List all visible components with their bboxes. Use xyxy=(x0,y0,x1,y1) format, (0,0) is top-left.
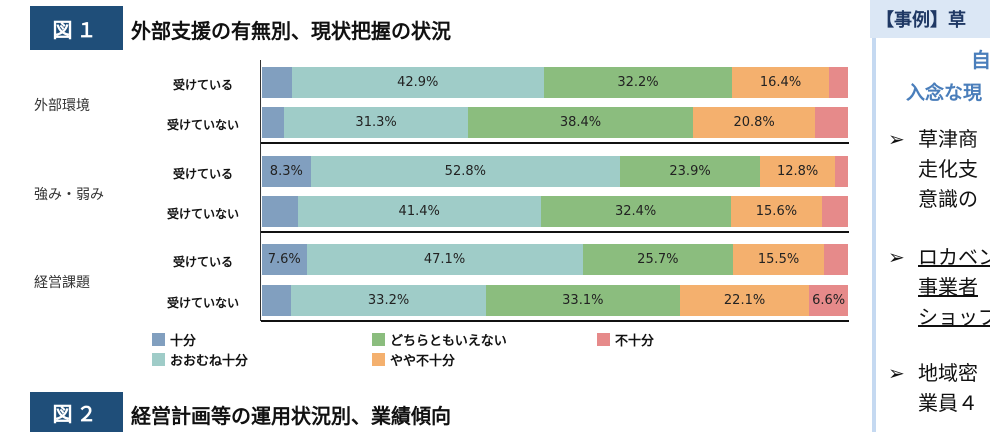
bar-segment-どちらともいえない: 25.7% xyxy=(582,244,734,275)
row-label: 受けていない xyxy=(166,296,239,310)
legend-swatch xyxy=(372,353,385,366)
figure-1-badge: 図１ xyxy=(30,6,123,50)
bar-segment-不十分 xyxy=(815,107,848,138)
bullet-line: ➢ ロカベン xyxy=(888,242,990,272)
group-label: 強み・弱み xyxy=(34,187,104,203)
group-label: 経営課題 xyxy=(34,275,90,291)
row-label: 受けている xyxy=(172,255,233,269)
bar-segment-やや不十分: 12.8% xyxy=(760,156,836,187)
arrowhead-bullet-icon: ➢ xyxy=(888,361,905,385)
bar-segment-十分 xyxy=(262,285,292,316)
row-label: 受けている xyxy=(172,167,233,181)
group-separator xyxy=(261,231,849,233)
bar-segment-どちらともいえない: 32.2% xyxy=(543,67,733,98)
bar-segment-十分 xyxy=(262,107,285,138)
bullet-line: ➢ 地域密 xyxy=(888,358,978,388)
legend-label: やや不十分 xyxy=(390,354,456,369)
figure-2-title: 経営計画等の運用状況別、業績傾向 xyxy=(131,404,451,428)
case-heading-2: 入念な現 xyxy=(906,82,983,104)
bar-segment-不十分 xyxy=(823,244,848,275)
case-bullet: ➢ 地域密業員４ xyxy=(888,358,978,418)
bullet-line: 走化支 xyxy=(918,157,978,181)
legend-item: 不十分 xyxy=(597,330,654,349)
group-label: 外部環境 xyxy=(34,98,90,114)
legend-item: 十分 xyxy=(152,330,196,349)
bar-segment-どちらともいえない: 38.4% xyxy=(467,107,694,138)
bullet-line: 事業者 xyxy=(918,275,978,299)
legend-swatch xyxy=(372,333,385,346)
legend-label: 不十分 xyxy=(615,334,655,349)
bar-segment-十分 xyxy=(262,196,298,227)
case-bullet: ➢ 草津商走化支意識の xyxy=(888,124,978,214)
bar-segment-おおむね十分: 31.3% xyxy=(284,107,468,138)
bullet-line: 意識の xyxy=(918,187,978,211)
arrowhead-bullet-icon: ➢ xyxy=(888,245,905,269)
legend-item: やや不十分 xyxy=(372,350,455,369)
legend-swatch xyxy=(152,333,165,346)
bar-segment-やや不十分: 15.5% xyxy=(733,244,824,275)
arrowhead-bullet-icon: ➢ xyxy=(888,127,905,151)
legend-swatch xyxy=(152,353,165,366)
figure-2-badge: 図２ xyxy=(30,392,123,432)
bar-segment-不十分 xyxy=(828,67,848,98)
bar-segment-十分: 7.6% xyxy=(262,244,307,275)
row-label: 受けていない xyxy=(166,118,239,132)
bar-segment-不十分 xyxy=(822,196,848,227)
bar-segment-やや不十分: 20.8% xyxy=(693,107,816,138)
legend-label: どちらともいえない xyxy=(390,334,507,349)
bar-segment-おおむね十分: 33.2% xyxy=(291,285,486,316)
case-heading-1: 自 xyxy=(971,48,990,72)
figure-1-title: 外部支援の有無別、現状把握の状況 xyxy=(131,19,451,43)
bullet-line: ショップ xyxy=(918,305,990,329)
legend-item: どちらともいえない xyxy=(372,330,507,349)
bar-segment-おおむね十分: 41.4% xyxy=(297,196,541,227)
row-label: 受けていない xyxy=(166,207,239,221)
group-separator xyxy=(261,320,849,322)
bar-segment-十分 xyxy=(262,67,292,98)
bar-segment-おおむね十分: 42.9% xyxy=(291,67,544,98)
bar-segment-不十分: 6.6% xyxy=(809,285,848,316)
bar-segment-どちらともいえない: 33.1% xyxy=(485,285,680,316)
legend-item: おおむね十分 xyxy=(152,350,248,369)
bar-segment-おおむね十分: 52.8% xyxy=(310,156,621,187)
bar-segment-おおむね十分: 47.1% xyxy=(306,244,583,275)
row-label: 受けている xyxy=(172,78,233,92)
legend-label: 十分 xyxy=(170,334,197,349)
bar-segment-どちらともいえない: 23.9% xyxy=(620,156,761,187)
y-axis-line xyxy=(260,60,261,321)
group-separator xyxy=(261,142,849,144)
case-bullet: ➢ ロカベン事業者ショップ xyxy=(888,242,990,332)
bar-segment-十分: 8.3% xyxy=(262,156,311,187)
bar-segment-やや不十分: 15.6% xyxy=(730,196,823,227)
bullet-line: 業員４ xyxy=(918,391,978,415)
bar-segment-どちらともいえない: 32.4% xyxy=(540,196,731,227)
bullet-line: ➢ 草津商 xyxy=(888,124,978,154)
legend-label: おおむね十分 xyxy=(170,354,249,369)
bar-segment-不十分 xyxy=(835,156,848,187)
case-study-header: 【事例】草 xyxy=(870,0,990,38)
legend-swatch xyxy=(597,333,610,346)
bar-segment-やや不十分: 16.4% xyxy=(732,67,829,98)
case-study-panel: 自 入念な現 ➢ 草津商走化支意識の ➢ ロカベン事業者ショップ ➢ 地域密業員４ xyxy=(872,38,990,432)
bar-segment-やや不十分: 22.1% xyxy=(679,285,810,316)
